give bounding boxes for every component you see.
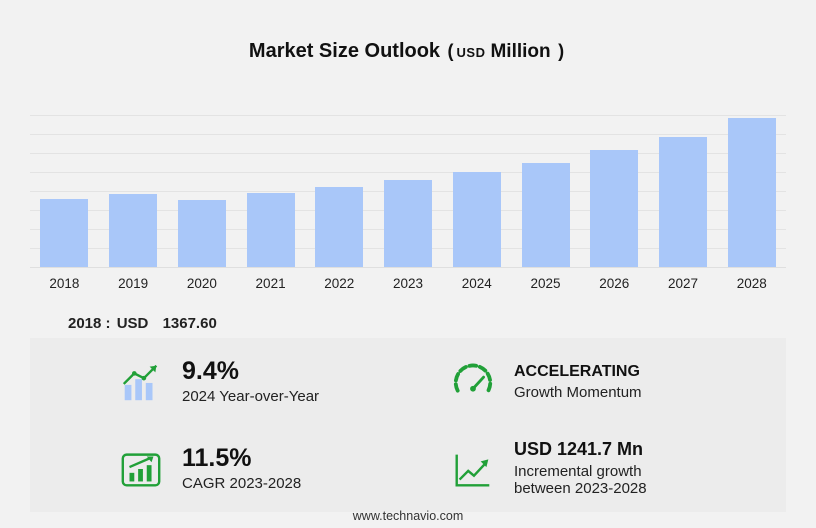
x-axis-label-2028: 2028: [736, 276, 767, 291]
stat-cagr: 11.5% CAGR 2023-2028: [30, 425, 408, 512]
speedometer-icon: [450, 359, 496, 405]
title-paren-close: ): [558, 41, 565, 61]
chart-bar-column: [511, 163, 580, 267]
x-axis-label-2022: 2022: [324, 276, 355, 291]
title-paren-open: (: [447, 41, 454, 61]
annotation-currency: USD: [116, 315, 149, 332]
stat-cagr-value: 11.5%: [182, 443, 252, 472]
x-axis-label-2018: 2018: [49, 276, 80, 291]
x-axis-label-2026: 2026: [599, 276, 630, 291]
bar-chart-growth-icon: [118, 359, 164, 405]
annotation-separator: :: [105, 315, 111, 332]
chart-x-axis-labels: 2018 2019 2020 2021 2022 2023 2024 2025 2026 2027…: [30, 276, 786, 291]
stat-incremental-growth: USD 1241.7 Mn Incremental growth between…: [408, 425, 786, 512]
stat-incremental-value: USD 1241.7 Mn: [514, 439, 644, 460]
chart-bar-column: [442, 172, 511, 267]
chart-bar-2026: [590, 150, 639, 267]
stat-cagr-label: CAGR 2023-2028: [182, 475, 302, 493]
base-year-annotation: 2018 : USD 1367.60: [68, 315, 217, 332]
x-axis-label-2025: 2025: [530, 276, 561, 291]
line-chart-arrow-icon: [450, 446, 496, 492]
chart-bar-column: [305, 187, 374, 267]
chart-bar-2020: [177, 200, 226, 267]
chart-bar-2019: [109, 194, 158, 267]
x-axis-label-2023: 2023: [393, 276, 424, 291]
title-unit: Million: [490, 41, 551, 62]
market-size-bar-chart: 2018 2019 2020 2021 2022 2023 2024 2025 2026 2027…: [30, 115, 786, 291]
x-axis-label-2024: 2024: [461, 276, 492, 291]
page-title: Market Size Outlook (USD Million ): [0, 40, 816, 63]
stat-yoy-label: 2024 Year-over-Year: [182, 388, 320, 406]
footer-url: www.technavio.com: [352, 509, 464, 523]
chart-bar-column: [717, 118, 786, 267]
x-axis-label-2020: 2020: [186, 276, 217, 291]
stat-momentum-text: ACCELERATING Growth Momentum: [514, 363, 642, 401]
stat-incremental-line2: between 2023-2028: [514, 479, 647, 497]
annotation-value: 1367.60: [162, 315, 217, 332]
stat-yoy-value: 9.4%: [182, 356, 239, 385]
x-axis-label-2019: 2019: [118, 276, 149, 291]
chart-bar-2023: [384, 180, 433, 267]
chart-bar-column: [580, 150, 649, 267]
chart-bars: [30, 115, 786, 267]
stats-panel: 9.4% 2024 Year-over-Year ACCELERATING Gr…: [30, 338, 786, 512]
chart-bar-column: [99, 194, 168, 267]
chart-bar-2028: [727, 118, 776, 267]
chart-plot-area: [30, 115, 786, 268]
chart-bar-column: [649, 137, 718, 267]
title-currency: USD: [456, 45, 486, 60]
stat-incremental-text: USD 1241.7 Mn Incremental growth between…: [514, 439, 647, 497]
chart-bar-column: [236, 193, 305, 267]
chart-bar-2021: [246, 193, 295, 267]
annotation-year: 2018: [68, 315, 102, 332]
chart-bar-2022: [315, 187, 364, 267]
chart-bar-2027: [658, 137, 707, 267]
chart-bar-2018: [40, 199, 89, 267]
x-axis-label-2021: 2021: [255, 276, 286, 291]
chart-bar-column: [374, 180, 443, 267]
stat-incremental-line1: Incremental growth: [514, 462, 642, 480]
chart-bar-column: [30, 199, 99, 267]
stat-momentum-subtitle: Growth Momentum: [514, 383, 642, 401]
title-text: Market Size Outlook: [248, 40, 441, 62]
stat-momentum-title: ACCELERATING: [514, 362, 640, 380]
x-axis-label-2027: 2027: [667, 276, 698, 291]
chart-bar-2025: [521, 163, 570, 267]
cagr-chart-icon: [118, 446, 164, 492]
stat-cagr-text: 11.5% CAGR 2023-2028: [182, 443, 302, 493]
chart-bar-2024: [452, 172, 501, 267]
stat-yoy-growth: 9.4% 2024 Year-over-Year: [30, 338, 408, 425]
chart-bar-column: [167, 200, 236, 267]
stat-yoy-text: 9.4% 2024 Year-over-Year: [182, 356, 320, 406]
stat-growth-momentum: ACCELERATING Growth Momentum: [408, 338, 786, 425]
